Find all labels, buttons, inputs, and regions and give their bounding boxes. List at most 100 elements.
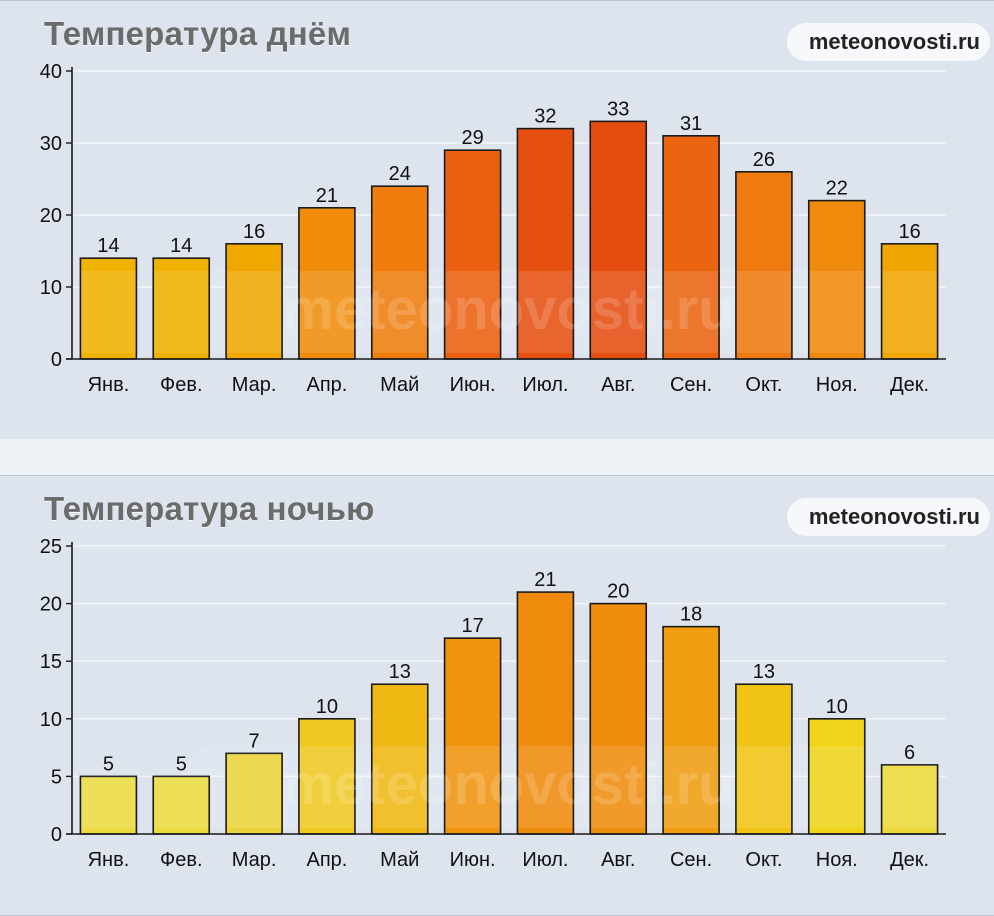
bar-highlight (81, 271, 136, 353)
bar-highlight (227, 753, 282, 828)
bar-highlight (736, 271, 791, 353)
watermark-text: meteonovosti.ru (282, 277, 733, 342)
bar-highlight (809, 746, 864, 828)
bar (662, 135, 720, 360)
bar (298, 207, 356, 360)
bar-highlight (809, 271, 864, 353)
x-tick-label: Сен. (670, 374, 712, 396)
brand-logo: meteonovosti.ru (786, 23, 990, 61)
bar-highlight (372, 271, 427, 353)
bar-highlight (664, 271, 719, 353)
brand-logo-part-b: novosti.ru (873, 29, 980, 54)
bar-highlight (372, 746, 427, 828)
x-tick-label: Мар. (232, 374, 277, 396)
x-tick-label: Янв. (88, 374, 130, 396)
brand-logo-part-b: novosti.ru (873, 504, 980, 529)
x-tick-label: Окт. (745, 849, 782, 871)
bar-highlight (299, 746, 354, 828)
x-tick-label: Фев. (160, 374, 203, 396)
x-tick-label: Апр. (306, 374, 347, 396)
chart-title: Температура ночью (44, 490, 375, 527)
bar-value-label: 16 (898, 221, 920, 243)
bar (225, 752, 283, 835)
bar (152, 775, 211, 835)
x-tick-label: Май (380, 849, 419, 871)
night-chart-panel: Температура ночью meteonovosti.ru 5 Янв. 5… (0, 475, 994, 916)
bar-highlight (227, 271, 282, 353)
day-temperature-chart: 14 Янв. 14 Фев. 16 Мар. 21 Апр. 24 Май 29 Июн. 32 Июл… (40, 61, 946, 396)
bar-value-label: 33 (607, 98, 629, 120)
bar (735, 683, 793, 835)
day-chart-panel: Температура днём meteonovosti.ru 14 Янв. 1… (0, 0, 994, 440)
night-temperature-chart: 5 Янв. 5 Фев. 7 Мар. 10 Апр. 13 Май 17 Июн. 21 Июл. 20… (40, 536, 946, 871)
bar-value-label: 17 (461, 615, 483, 637)
bar-highlight (81, 776, 136, 828)
bar-value-label: 21 (316, 185, 338, 207)
bar-highlight (882, 271, 937, 353)
bar-highlight (591, 271, 646, 353)
brand-logo: meteonovosti.ru (786, 498, 990, 536)
bar (807, 199, 866, 360)
bar-value-label: 5 (103, 753, 114, 775)
bar-highlight (154, 776, 209, 828)
y-tick-label: 20 (40, 205, 62, 227)
bar (370, 185, 429, 360)
bar (516, 127, 575, 360)
bar-value-label: 13 (389, 661, 411, 683)
x-tick-label: Июл. (522, 849, 568, 871)
bar-value-label: 14 (97, 235, 119, 257)
bar-value-label: 31 (680, 113, 702, 135)
y-tick-label: 30 (40, 133, 62, 155)
y-tick-label: 0 (51, 824, 62, 846)
x-tick-label: Апр. (306, 849, 347, 871)
bar-value-label: 18 (680, 604, 702, 626)
bar-highlight (518, 746, 573, 828)
x-tick-label: Июн. (450, 849, 496, 871)
bar-value-label: 10 (826, 696, 848, 718)
x-tick-label: Дек. (890, 374, 929, 396)
y-tick-label: 10 (40, 709, 62, 731)
bar (443, 149, 502, 360)
bar (807, 718, 866, 835)
bar (735, 171, 793, 360)
chart-title: Температура днём (44, 15, 352, 52)
y-tick-label: 10 (40, 277, 62, 299)
bar-highlight (518, 271, 573, 353)
x-tick-label: Мар. (232, 849, 277, 871)
watermark-text: meteonovosti.ru (282, 752, 733, 817)
x-tick-label: Сен. (670, 849, 712, 871)
x-tick-label: Июн. (450, 374, 496, 396)
bar-highlight (591, 746, 646, 828)
bar-highlight (664, 746, 719, 828)
x-tick-label: Авг. (601, 374, 635, 396)
y-tick-label: 25 (40, 536, 62, 558)
bar (662, 625, 720, 835)
x-tick-label: Май (380, 374, 419, 396)
y-tick-label: 15 (40, 651, 62, 673)
bar-value-label: 16 (243, 221, 265, 243)
bar-value-label: 13 (753, 661, 775, 683)
brand-logo-part-a: meteo (808, 504, 874, 529)
bar-highlight (154, 271, 209, 353)
bar-value-label: 14 (170, 235, 192, 257)
brand-logo-part-a: meteo (808, 29, 874, 54)
x-tick-label: Июл. (522, 374, 568, 396)
bar-value-label: 20 (607, 581, 629, 603)
bar (298, 718, 356, 835)
panel-separator (0, 439, 994, 475)
y-tick-label: 40 (40, 61, 62, 83)
x-tick-label: Авг. (601, 849, 635, 871)
bar-value-label: 6 (904, 742, 915, 764)
bar-value-label: 22 (826, 178, 848, 200)
y-tick-label: 5 (51, 766, 62, 788)
x-tick-label: Янв. (88, 849, 130, 871)
bar-highlight (299, 271, 354, 353)
bar-value-label: 5 (176, 753, 187, 775)
x-tick-label: Ноя. (816, 374, 858, 396)
bar-highlight (882, 764, 937, 828)
bar-value-label: 7 (249, 730, 260, 752)
bar (79, 775, 138, 835)
bar-value-label: 32 (534, 106, 556, 128)
bar-highlight (445, 746, 500, 828)
x-tick-label: Дек. (890, 849, 929, 871)
